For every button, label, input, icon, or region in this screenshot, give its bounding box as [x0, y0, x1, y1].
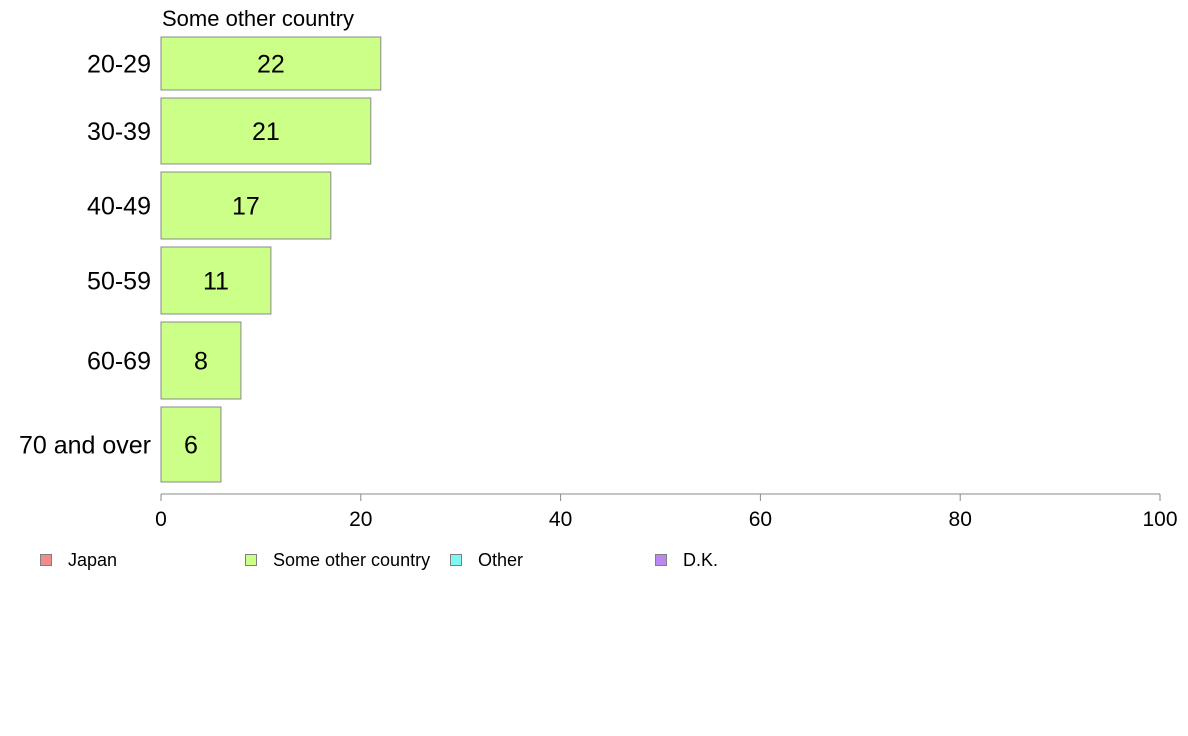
category-label-60-69: 60-69: [87, 348, 151, 376]
legend-swatch-dk: [655, 554, 667, 566]
legend-label-some-other-country: Some other country: [273, 549, 431, 570]
category-label-20-29: 20-29: [87, 51, 151, 79]
category-label-70-and-over: 70 and over: [19, 432, 151, 460]
x-tick-label-80: 80: [949, 508, 972, 531]
category-label-30-39: 30-39: [87, 118, 151, 146]
legend-item-some-other-country: Some other country: [245, 548, 430, 572]
legend-label-dk: D.K.: [683, 549, 719, 570]
x-tick-label-0: 0: [155, 508, 167, 531]
bar-30-39: [160, 97, 372, 165]
bar-value-label-50-59: 11: [203, 268, 229, 296]
bar-50-59: [160, 246, 272, 315]
legend-label-japan: Japan: [68, 549, 118, 570]
x-tick-label-20: 20: [349, 508, 372, 531]
legend-swatch-some-other-country: [245, 554, 257, 566]
bars-layer: 22 20-29 21 30-39 17 40-49 11 50-59 8 60-69 6 70 an…: [19, 36, 382, 483]
x-axis: 0 20 40 60 80 100: [155, 493, 1178, 531]
legend-item-dk: D.K.: [655, 548, 718, 572]
x-tick-label-40: 40: [549, 508, 572, 531]
bar-value-label-20-29: 22: [257, 51, 285, 79]
category-label-40-49: 40-49: [87, 193, 151, 221]
legend: Japan Some other country Other D.K.: [0, 548, 1188, 572]
legend-item-japan: Japan: [40, 548, 117, 572]
bar-value-label-30-39: 21: [252, 118, 280, 146]
category-label-50-59: 50-59: [87, 268, 151, 296]
bar-70-and-over: [160, 406, 222, 483]
legend-swatch-other: [450, 554, 462, 566]
bar-20-29: [160, 36, 382, 91]
bar-value-label-40-49: 17: [232, 193, 260, 221]
x-tick-label-60: 60: [749, 508, 772, 531]
x-tick-label-100: 100: [1142, 508, 1177, 531]
bar-value-label-70-and-over: 6: [184, 432, 198, 460]
legend-swatch-japan: [40, 554, 52, 566]
legend-item-other: Other: [450, 548, 523, 572]
bar-40-49: [160, 171, 332, 240]
chart-title: Some other country: [162, 6, 354, 31]
bar-value-label-60-69: 8: [194, 348, 208, 376]
legend-label-other: Other: [478, 549, 524, 570]
bar-60-69: [160, 321, 242, 400]
